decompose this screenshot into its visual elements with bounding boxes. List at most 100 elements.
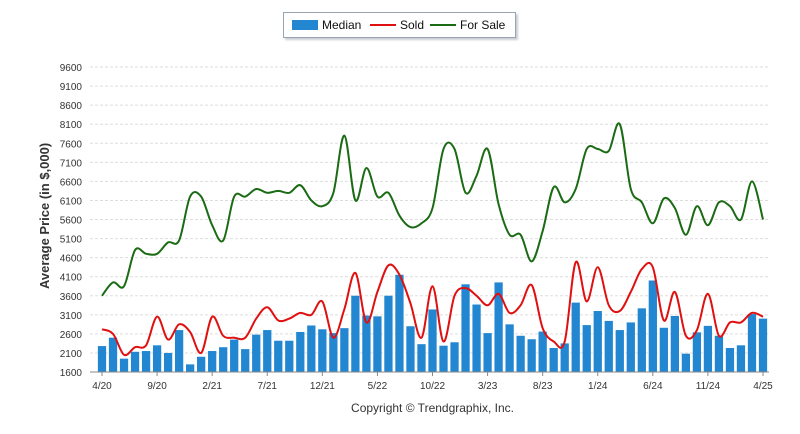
bar-median xyxy=(439,345,448,372)
bar-median xyxy=(119,358,129,372)
bar-median xyxy=(450,342,459,372)
bar-median xyxy=(637,308,646,372)
bar-median xyxy=(230,339,239,372)
legend-sold-label: Sold xyxy=(400,18,425,32)
line-sold xyxy=(101,260,764,357)
x-tick-label: 4/20 xyxy=(92,381,112,392)
bar-median xyxy=(186,364,195,372)
bar-median xyxy=(516,335,525,372)
x-tick-label: 2/21 xyxy=(202,381,222,392)
bar-median xyxy=(318,329,327,372)
y-tick-label: 8600 xyxy=(60,101,83,112)
bar-median xyxy=(307,325,316,372)
bar-median xyxy=(538,331,547,372)
bar-median xyxy=(241,349,250,372)
x-tick-label: 9/20 xyxy=(147,381,167,392)
y-tick-label: 2600 xyxy=(60,330,83,341)
bar-median xyxy=(97,346,107,372)
bar-median xyxy=(406,326,415,372)
bar-median xyxy=(472,304,481,372)
y-tick-label: 5100 xyxy=(60,235,83,246)
bar-median xyxy=(593,311,602,372)
bar-median xyxy=(681,353,691,372)
bar-median xyxy=(714,335,724,372)
bar-median xyxy=(560,343,569,372)
bar-median xyxy=(648,280,657,372)
bar-median xyxy=(296,331,305,372)
bar-median xyxy=(747,314,757,372)
x-tick-label: 8/23 xyxy=(533,381,553,392)
bar-median xyxy=(219,347,228,372)
bar-median xyxy=(263,330,272,372)
bar-median xyxy=(703,325,713,372)
bar-median xyxy=(417,344,426,372)
bar-median xyxy=(461,284,470,372)
y-tick-label: 6600 xyxy=(60,177,83,188)
bar-median xyxy=(670,315,679,372)
x-tick-label: 4/25 xyxy=(753,381,773,392)
bar-median xyxy=(362,315,371,372)
bar-median xyxy=(692,332,702,372)
bar-median xyxy=(274,340,283,372)
bar-median xyxy=(725,347,735,372)
legend: Median Sold For Sale xyxy=(283,12,516,38)
bar-median xyxy=(505,324,514,372)
bar-median xyxy=(285,340,294,372)
bar-median xyxy=(659,327,668,372)
bar-median xyxy=(384,295,393,372)
bar-median xyxy=(527,339,536,372)
bar-median xyxy=(604,320,613,372)
y-tick-label: 3100 xyxy=(60,311,83,322)
bar-median xyxy=(108,337,118,372)
bar-median xyxy=(758,318,768,372)
lines xyxy=(101,122,764,357)
bar-median xyxy=(626,322,635,372)
x-tick-label: 3/23 xyxy=(478,381,498,392)
legend-median-label: Median xyxy=(322,18,362,32)
x-tick-label: 10/22 xyxy=(420,381,445,392)
y-tick-label: 5600 xyxy=(60,216,83,227)
bar-median xyxy=(582,325,591,372)
bar-median xyxy=(174,330,184,372)
bar-median xyxy=(736,345,746,372)
bar-median xyxy=(340,328,349,372)
bar-median xyxy=(483,333,492,372)
bar-median xyxy=(351,295,360,372)
legend-sold-swatch xyxy=(370,24,396,26)
bar-median xyxy=(163,352,173,372)
bar-median xyxy=(428,309,437,372)
y-tick-label: 9100 xyxy=(60,82,83,93)
bar-median xyxy=(494,282,503,372)
bar-median xyxy=(141,351,151,372)
x-tick-label: 5/22 xyxy=(368,381,388,392)
y-tick-label: 9600 xyxy=(60,63,83,74)
y-tick-label: 1600 xyxy=(60,368,83,379)
legend-forsale-label: For Sale xyxy=(460,18,506,32)
copyright: Copyright © Trendgraphix, Inc. xyxy=(351,401,514,415)
bar-median xyxy=(152,345,162,372)
bar-median xyxy=(395,274,404,372)
x-tick-label: 12/21 xyxy=(310,381,335,392)
y-tick-label: 3600 xyxy=(60,292,83,303)
y-tick-label: 2100 xyxy=(60,349,83,360)
bar-median xyxy=(549,347,558,372)
x-tick-labels: 4/20 9/20 2/21 7/21 12/21 5/22 10/22 3/23 8/23 1/… xyxy=(92,372,773,392)
legend-median-swatch xyxy=(292,20,318,30)
y-tick-label: 7100 xyxy=(60,158,83,169)
y-axis-label: Average Price (in $,000) xyxy=(37,142,52,289)
y-tick-label: 6100 xyxy=(60,196,83,207)
bar-median xyxy=(615,330,624,372)
bar-median xyxy=(571,302,580,372)
y-tick-labels: 1600 2100 2600 3100 3600 4100 4600 5100 5600 6100… xyxy=(60,63,83,379)
bar-median xyxy=(208,351,217,372)
bar-median xyxy=(197,356,206,372)
line-for-sale xyxy=(101,122,764,297)
x-tick-label: 7/21 xyxy=(258,381,278,392)
x-tick-label: 6/24 xyxy=(643,381,663,392)
y-tick-label: 4100 xyxy=(60,273,83,284)
x-tick-label: 1/24 xyxy=(588,381,608,392)
y-tick-label: 4600 xyxy=(60,254,83,265)
bar-median xyxy=(130,351,140,372)
bar-median xyxy=(329,333,338,372)
